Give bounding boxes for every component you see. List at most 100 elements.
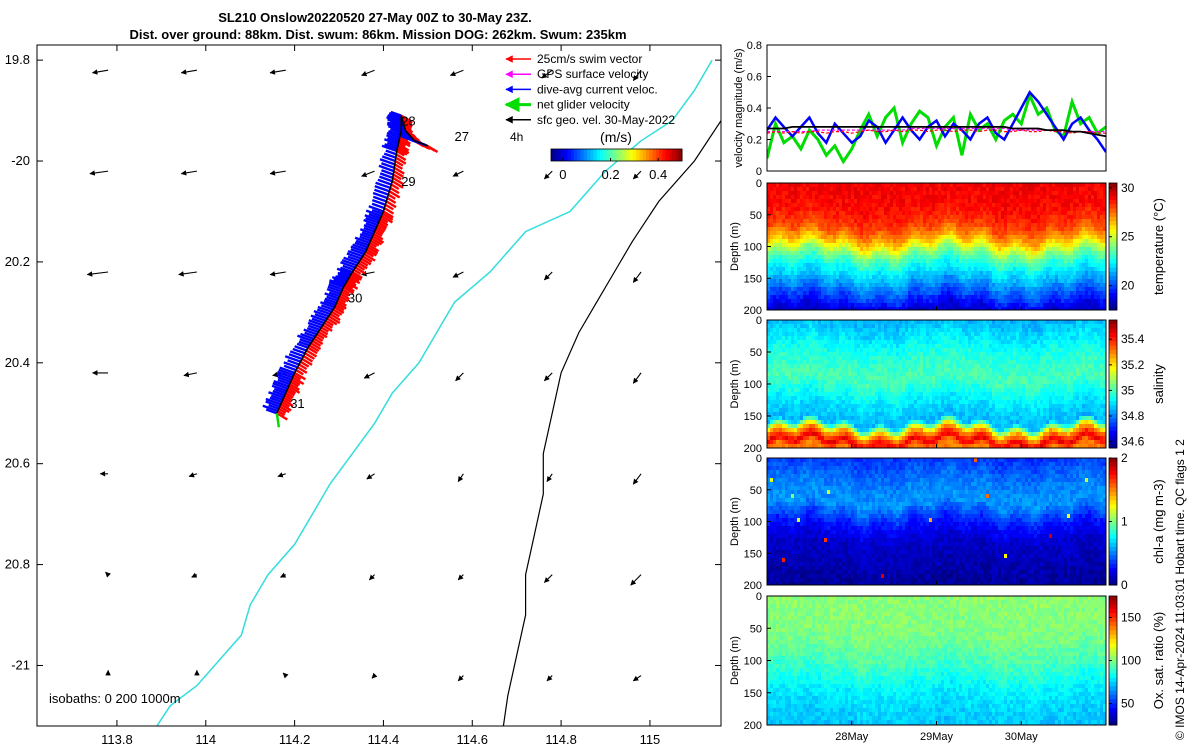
section-cell — [878, 203, 882, 208]
section-cell — [953, 235, 957, 240]
section-cell — [788, 203, 792, 208]
section-cell — [1049, 207, 1053, 212]
section-cell — [827, 259, 831, 264]
section-cell — [836, 332, 840, 337]
section-cell — [905, 295, 909, 300]
section-cell — [1070, 207, 1074, 212]
section-cell — [773, 376, 777, 381]
section-cell — [773, 440, 777, 445]
section-cell — [827, 332, 831, 337]
section-cell — [827, 215, 831, 220]
section-cell — [890, 287, 894, 292]
section-cell — [968, 283, 972, 288]
section-cell — [1085, 275, 1089, 280]
section-cell — [968, 255, 972, 260]
swim-vector — [287, 387, 297, 395]
section-cell — [1097, 239, 1101, 244]
section-cell — [1037, 207, 1041, 212]
section-cell — [872, 247, 876, 252]
section-cell — [1049, 215, 1053, 220]
section-cell — [767, 368, 771, 373]
section-cell — [956, 199, 960, 204]
section-cell — [1046, 235, 1050, 240]
map-y-tick-label: -21 — [11, 657, 30, 672]
section-cell — [1022, 247, 1026, 252]
geo-velocity-vector — [632, 372, 642, 384]
current-vector — [328, 280, 344, 289]
section-cell — [773, 275, 777, 280]
section-cell — [1094, 195, 1098, 200]
section-cell — [833, 320, 837, 325]
section-cell — [776, 235, 780, 240]
section-cell — [851, 279, 855, 284]
section-cell — [1085, 223, 1089, 228]
section-cell — [1064, 271, 1068, 276]
section-cell — [767, 291, 771, 296]
section-cell — [923, 303, 927, 308]
section-cell — [905, 251, 909, 256]
section-cell — [797, 307, 801, 310]
section-cell — [782, 372, 786, 377]
section-cell — [815, 239, 819, 244]
section-colorbar-swatch — [1109, 305, 1117, 311]
section-cell — [1037, 295, 1041, 300]
section-cell — [917, 235, 921, 240]
current-vector — [320, 304, 334, 311]
section-cell — [782, 199, 786, 204]
section-cell — [896, 307, 900, 310]
section-cell — [788, 352, 792, 357]
section-cell — [1070, 299, 1074, 304]
section-cell — [908, 227, 912, 232]
section-cell — [854, 187, 858, 192]
colorbar-swatch — [590, 149, 595, 161]
section-cell — [797, 444, 801, 448]
section-cell — [926, 255, 930, 260]
section-cell — [1082, 279, 1086, 284]
section-cell — [962, 279, 966, 284]
geo-velocity-vector — [457, 574, 464, 581]
current-vector — [262, 404, 279, 413]
section-cell — [1034, 195, 1038, 200]
section-cell — [1049, 291, 1053, 296]
current-vector — [368, 205, 384, 213]
section-cell — [914, 191, 918, 196]
section-cell — [914, 259, 918, 264]
section-cell — [1040, 187, 1044, 192]
section-cell — [929, 259, 933, 264]
section-cell — [851, 239, 855, 244]
section-cell — [986, 255, 990, 260]
section-cell — [899, 267, 903, 272]
section-cell — [920, 223, 924, 228]
section-cell — [968, 275, 972, 280]
section-cell — [788, 432, 792, 437]
section-cell — [1076, 247, 1080, 252]
section-cell — [824, 227, 828, 232]
section-cell — [773, 340, 777, 345]
swim-vector — [279, 405, 290, 414]
section-cell — [839, 384, 843, 389]
section-cell — [836, 340, 840, 345]
section-cell — [1094, 287, 1098, 292]
section-cell — [1100, 207, 1104, 212]
section-cell — [1088, 243, 1092, 248]
section-cell — [854, 223, 858, 228]
map-y-tick-label: -20 — [11, 153, 30, 168]
section-cell — [1052, 203, 1056, 208]
section-cell — [827, 223, 831, 228]
section-cell — [773, 328, 777, 333]
section-cell — [947, 199, 951, 204]
section-cell — [779, 219, 783, 224]
section-cell — [827, 336, 831, 341]
section-cell — [1046, 195, 1050, 200]
section-cell — [818, 432, 822, 437]
section-cell — [776, 183, 780, 188]
section-cell — [1010, 203, 1014, 208]
section-cell — [806, 408, 810, 413]
section-cell — [911, 243, 915, 248]
section-cell — [779, 340, 783, 345]
section-cell — [767, 384, 771, 389]
section-cell — [1034, 259, 1038, 264]
section-cell — [959, 259, 963, 264]
geo-velocity-vector — [544, 170, 553, 180]
velocity-series-line — [767, 91, 1106, 165]
